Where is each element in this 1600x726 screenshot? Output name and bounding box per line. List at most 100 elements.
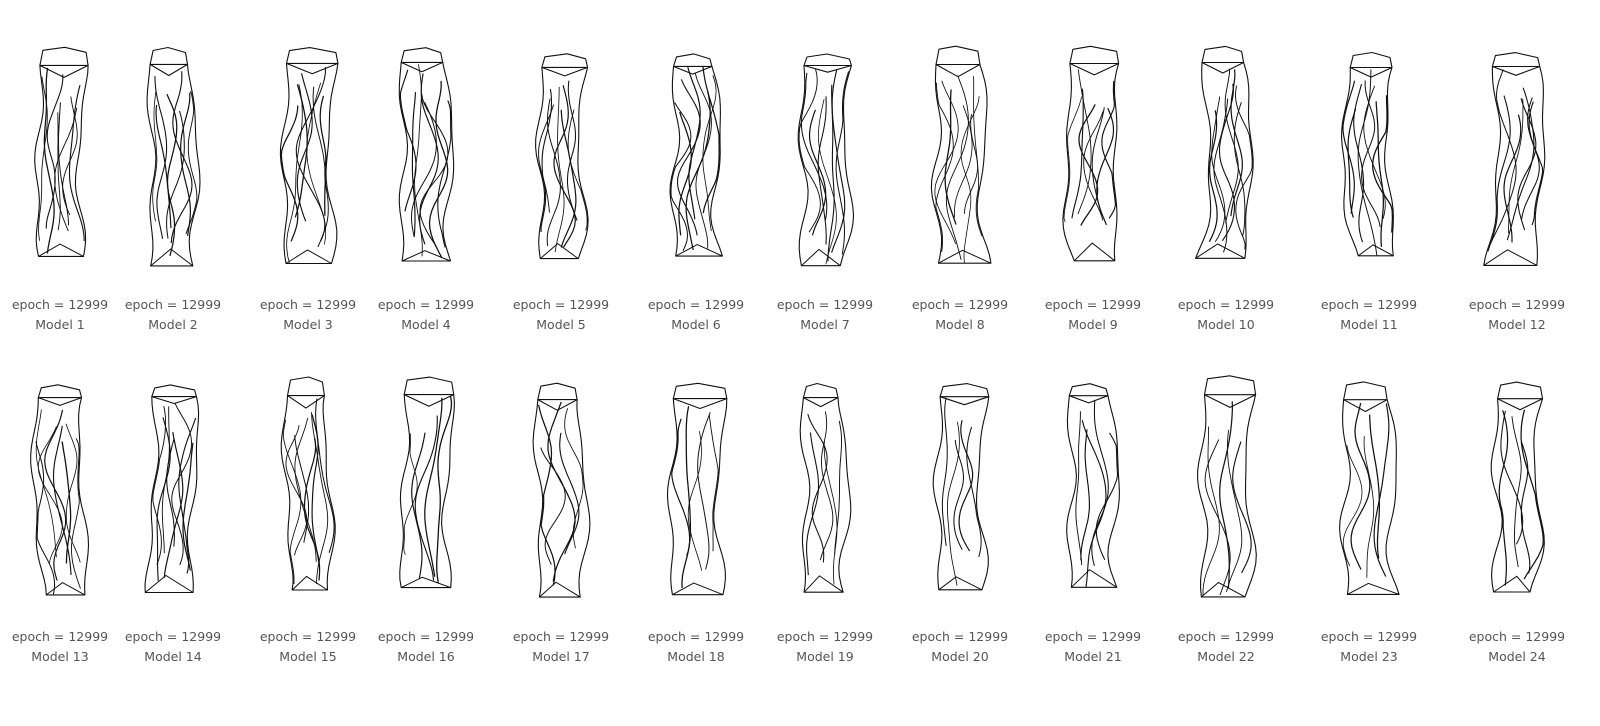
fold-line [68,84,85,242]
epoch-label: epoch = 12999 [1044,297,1142,312]
fold-line [1503,114,1522,243]
fold-line [827,84,835,262]
fold-line [1078,104,1099,226]
fold-line [436,395,453,584]
tower-cap [400,47,444,73]
tower-base-facet [803,575,844,593]
model-name: Model 11 [1340,317,1398,332]
fold-line [1490,95,1511,244]
fold-line [311,414,320,567]
fold-line [1101,80,1117,219]
tower-sketch [669,53,723,257]
fold-line [152,91,158,222]
tower-outline [30,397,90,596]
epoch-label: epoch = 12999 [1468,297,1566,312]
tower-base-facet [150,248,194,267]
fold-line [540,447,566,565]
fold-line [180,92,192,236]
fold-line [681,406,692,589]
model-name: Model 18 [667,649,725,664]
model-card: epoch = 12999 Model 21 [1033,372,1153,672]
fold-line [58,102,69,226]
tower-outline [932,396,990,591]
tower-cap [1201,45,1245,74]
tower-base-facet [1358,244,1394,257]
fold-line [306,82,327,245]
fold-line [1091,400,1109,566]
fold-line [1375,101,1385,247]
fold-line [311,412,329,585]
fold-line [547,401,576,582]
fold-line [1500,410,1524,545]
tower-cap [285,47,339,75]
tower-cap [939,383,990,406]
fold-line [807,413,828,563]
tower-sketch [34,46,89,257]
model-name: Model 12 [1488,317,1546,332]
fold-line [1361,80,1381,228]
fold-line [166,110,185,239]
fold-line [708,414,719,552]
fold-line [44,409,67,581]
fold-line [1528,101,1544,226]
fold-line [1226,430,1243,593]
fold-line [1230,69,1243,217]
model-card: epoch = 12999 Model 15 [248,372,368,672]
tower-cap [1069,45,1120,76]
fold-line [65,423,81,563]
fold-line [1219,401,1234,589]
fold-line [319,95,327,216]
model-name: Model 2 [148,317,198,332]
fold-line [170,71,193,244]
model-card: epoch = 12999 Model 7 [765,40,885,340]
model-card: epoch = 12999 Model 14 [113,372,233,672]
fold-line [1233,102,1246,236]
tower-sketch [146,46,201,267]
fold-line [285,424,308,556]
fold-line [1487,69,1517,252]
fold-line [411,92,417,237]
fold-line [973,76,983,237]
tower-outline [1197,394,1257,598]
fold-line [559,432,580,555]
fold-line [1080,429,1090,561]
fold-line [1232,441,1252,574]
model-name: Model 22 [1197,649,1255,664]
fold-line [1373,403,1390,577]
fold-line [831,69,846,253]
model-name: Model 7 [800,317,850,332]
tower-sketch [399,376,455,589]
fold-line [823,440,838,585]
tower-sketch [666,382,728,596]
fold-line [178,417,197,574]
tower-base-facet [285,249,332,264]
tower-sketch [280,376,336,591]
tower-cap [803,53,852,73]
model-card: epoch = 12999 Model 13 [0,372,120,672]
fold-line [676,79,701,236]
fold-line [538,404,556,586]
epoch-label: epoch = 12999 [1320,297,1418,312]
tower-base-facet [938,576,983,591]
tower-base-facet [1347,582,1400,595]
fold-line [1204,439,1231,596]
fold-line [1235,85,1253,250]
tower-base-facet [675,243,723,257]
model-name: Model 19 [796,649,854,664]
fold-line [958,420,974,552]
fold-line [835,71,850,255]
fold-line [43,67,55,254]
fold-line [540,89,553,232]
tower-base-facet [401,250,451,262]
fold-line [424,397,443,577]
fold-line [437,100,452,248]
fold-line [1096,107,1115,226]
model-card: epoch = 12999 Model 6 [636,40,756,340]
epoch-label: epoch = 12999 [1044,629,1142,644]
model-name: Model 13 [31,649,89,664]
fold-line [1208,110,1218,242]
model-card: epoch = 12999 Model 4 [366,40,486,340]
fold-line [35,441,56,595]
model-name: Model 23 [1340,649,1398,664]
fold-line [1218,83,1235,242]
